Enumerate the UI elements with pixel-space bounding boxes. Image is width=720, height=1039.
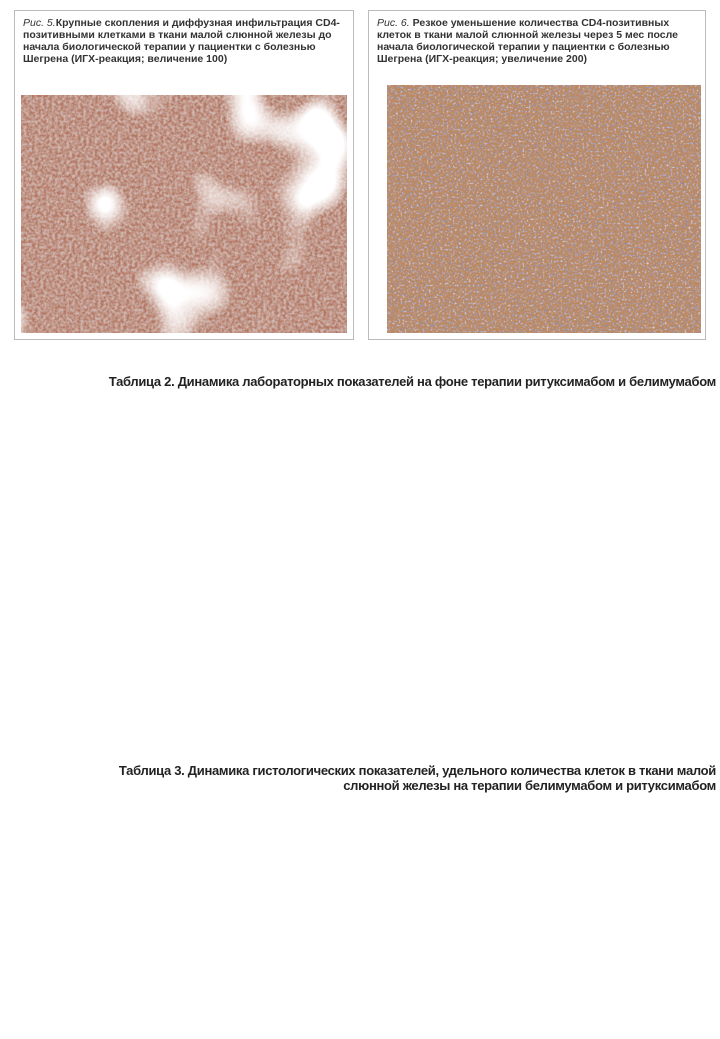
micrograph: ПоказателиУдельное количество клеток до … (387, 85, 701, 333)
table-title: Таблица 3. Динамика гистологических пока… (118, 763, 716, 793)
caption-text: Крупные скопления и диффузная инфильтрац… (23, 17, 340, 65)
figure: Рис. 6. Резкое уменьшение количества CD4… (368, 10, 706, 340)
caption-text: Резкое уменьшение количества CD4-позитив… (377, 17, 679, 65)
stained-cells (387, 85, 701, 333)
figure-label: Рис. 6. (377, 17, 410, 29)
caption: Рис. 6. Резкое уменьшение количества CD4… (377, 17, 697, 65)
table-title: Таблица 2. Динамика лабораторных показат… (108, 374, 717, 389)
caption: Рис. 5.Крупные скопления и диффузная инф… (23, 17, 345, 65)
figure: Рис. 5.Крупные скопления и диффузная инф… (14, 10, 354, 340)
fat-areas (21, 95, 347, 333)
micrograph: ПоказателиДо начала лечения (16.09.2016)… (21, 95, 347, 333)
figure-label: Рис. 5. (23, 17, 56, 29)
